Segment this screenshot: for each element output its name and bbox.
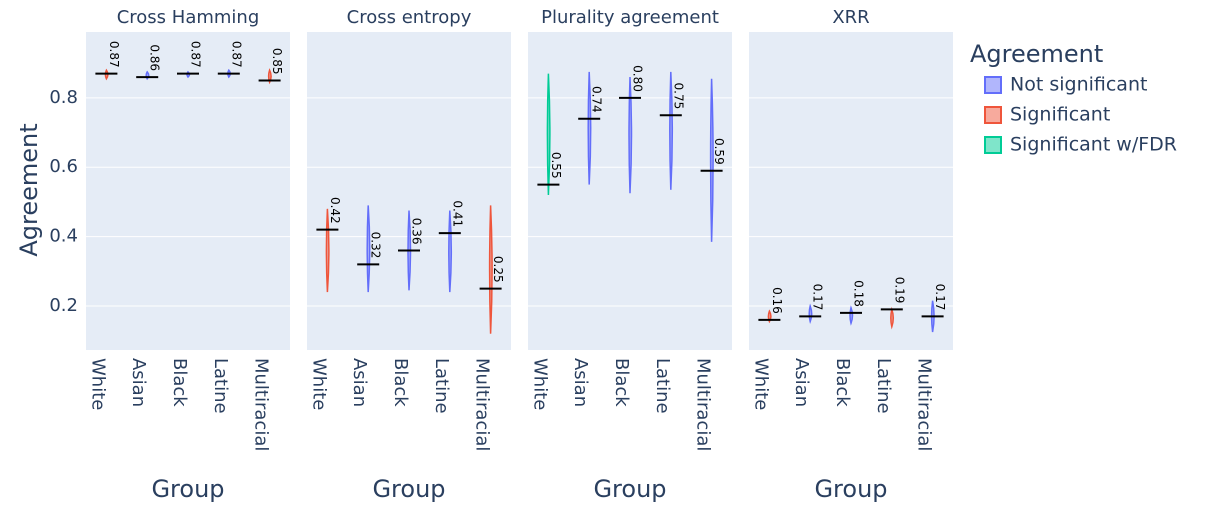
value-label: 0.17: [811, 284, 825, 311]
violin: [669, 71, 674, 190]
y-tick-label: 0.2: [49, 295, 78, 316]
value-label: 0.86: [148, 44, 162, 71]
plot-background: [86, 32, 290, 350]
violin: [849, 305, 854, 326]
x-tick-label: Multiracial: [693, 358, 714, 451]
y-tick-label: 0.6: [49, 156, 78, 177]
value-label: 0.41: [450, 200, 464, 227]
legend-title: Agreement: [970, 40, 1103, 68]
value-label: 0.18: [852, 280, 866, 307]
legend-swatch: [984, 136, 1002, 154]
x-tick-label: Multiracial: [251, 358, 272, 451]
value-label: 0.75: [671, 83, 685, 110]
panel-title: Cross entropy: [347, 7, 472, 28]
legend-label: Significant w/FDR: [1010, 134, 1177, 156]
value-label: 0.32: [369, 232, 383, 259]
value-label: 0.25: [491, 256, 505, 283]
value-label: 0.42: [328, 197, 342, 224]
violin: [587, 71, 592, 185]
value-label: 0.85: [270, 48, 284, 75]
x-tick-label: Latine: [652, 358, 673, 414]
value-label: 0.36: [410, 218, 424, 245]
y-axis-title: Agreement: [15, 123, 43, 256]
x-axis-title: Group: [814, 475, 887, 503]
y-tick-label: 0.8: [49, 87, 78, 108]
plot-background: [307, 32, 511, 350]
x-tick-label: Asian: [349, 358, 370, 407]
legend-label: Significant: [1010, 104, 1110, 126]
violin: [628, 77, 633, 194]
x-tick-label: Asian: [128, 358, 149, 407]
value-label: 0.87: [229, 41, 243, 68]
legend-swatch: [984, 76, 1002, 94]
y-tick-label: 0.4: [49, 226, 78, 247]
value-label: 0.87: [107, 41, 121, 68]
value-label: 0.74: [590, 86, 604, 113]
value-label: 0.17: [933, 284, 947, 311]
violin: [890, 306, 895, 330]
value-label: 0.19: [892, 277, 906, 304]
x-tick-label: White: [308, 358, 329, 410]
value-label: 0.59: [712, 138, 726, 165]
x-tick-label: Multiracial: [914, 358, 935, 451]
x-tick-label: Latine: [210, 358, 231, 414]
value-label: 0.16: [770, 287, 784, 314]
x-tick-label: White: [87, 358, 108, 410]
violin: [546, 73, 551, 196]
x-tick-label: Asian: [791, 358, 812, 407]
x-tick-label: Multiracial: [472, 358, 493, 451]
legend-swatch: [984, 106, 1002, 124]
legend-label: Not significant: [1010, 74, 1147, 96]
violin: [709, 78, 714, 242]
x-tick-label: Black: [611, 358, 632, 407]
x-axis-title: Group: [151, 475, 224, 503]
panel-title: Plurality agreement: [541, 7, 719, 28]
panel-title: Cross Hamming: [117, 7, 260, 28]
x-tick-label: Black: [169, 358, 190, 407]
x-axis-title: Group: [372, 475, 445, 503]
x-axis-title: Group: [593, 475, 666, 503]
violin: [488, 205, 493, 334]
value-label: 0.80: [631, 65, 645, 92]
x-tick-label: Latine: [873, 358, 894, 414]
value-label: 0.87: [189, 41, 203, 68]
x-tick-label: Black: [832, 358, 853, 407]
violin: [808, 303, 813, 325]
violin: [448, 210, 453, 293]
plot-background: [749, 32, 953, 350]
x-tick-label: White: [529, 358, 550, 410]
x-tick-label: Asian: [570, 358, 591, 407]
x-tick-label: Latine: [431, 358, 452, 414]
x-tick-label: White: [750, 358, 771, 410]
x-tick-label: Black: [390, 358, 411, 407]
violin: [366, 205, 371, 293]
panel-title: XRR: [832, 7, 869, 28]
violin: [267, 68, 272, 85]
value-label: 0.55: [549, 152, 563, 179]
